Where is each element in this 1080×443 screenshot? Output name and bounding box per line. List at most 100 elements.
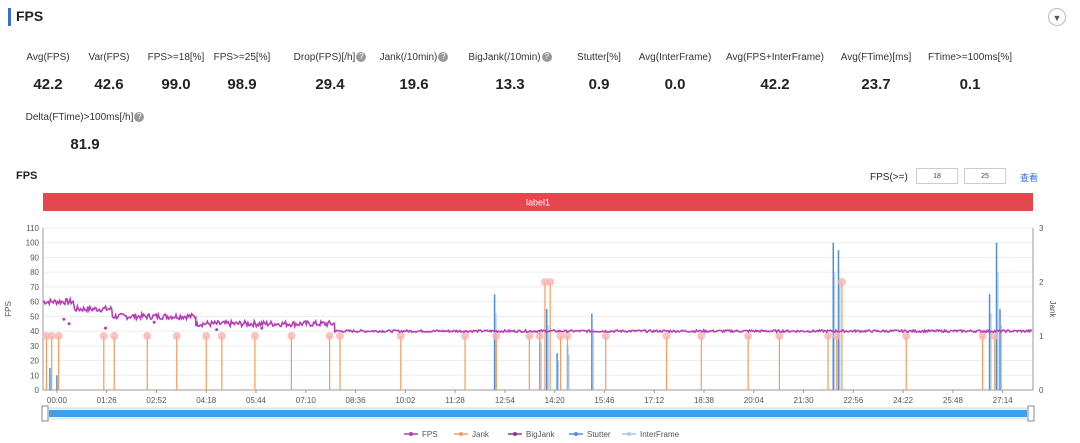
jank-marker (336, 332, 344, 340)
metric-label: Stutter[%] (577, 52, 621, 63)
jank-marker (837, 278, 846, 286)
metric-label: Jank(/10min)? (344, 52, 484, 63)
jank-marker (99, 332, 108, 340)
y-tick-label: 90 (30, 253, 39, 262)
jank-marker (978, 332, 987, 340)
x-tick-label: 27:14 (993, 396, 1014, 405)
metric-label: Avg(FPS) (26, 52, 70, 63)
jank-marker (662, 332, 671, 340)
metric-value: 42.2 (33, 76, 63, 93)
legend-dot (459, 432, 463, 436)
metric-label: Avg(InterFrame) (638, 52, 712, 63)
x-tick-label: 05:44 (246, 396, 267, 405)
help-icon[interactable]: ? (438, 52, 449, 63)
jank-marker (172, 332, 181, 340)
collapse-chevron-icon[interactable]: ▼ (1048, 8, 1066, 26)
metric-r2-0: Delta(FTime)>100ms[/h]? 81.9 (15, 112, 155, 153)
metric-value: 98.9 (227, 76, 257, 93)
x-tick-label: 18:38 (694, 396, 715, 405)
y-tick-label: 10 (30, 371, 39, 380)
fps-chart: label1 0 10 20 30 40 50 60 70 80 90 100 110 0 1 2 3 FPS Ja… (4, 193, 1057, 439)
y-tick-label: 70 (30, 283, 39, 292)
metric-value: 42.2 (760, 76, 790, 93)
jank-marker (47, 332, 56, 340)
fps-point (152, 320, 156, 324)
x-tick-label: 14:20 (545, 396, 566, 405)
y2-tick-label: 1 (1039, 332, 1044, 341)
metric-value: 42.6 (94, 76, 124, 93)
legend-label: Stutter (587, 430, 611, 439)
jank-marker (832, 332, 841, 340)
apply-threshold-button[interactable]: 查看 (1020, 173, 1039, 183)
metric-label: FTime>=100ms[%] (927, 52, 1013, 63)
metric-value: 0.9 (588, 76, 610, 93)
y-tick-label: 0 (35, 386, 40, 395)
fps-threshold-label: FPS(>=) (870, 172, 908, 183)
jank-marker (902, 332, 911, 340)
range-slider-handle-right (1027, 405, 1035, 422)
metric-value: 0.0 (664, 76, 686, 93)
y2-tick-label: 0 (1039, 386, 1044, 395)
metric-r1-9: Avg(FPS+InterFrame) 42.2 (705, 52, 845, 93)
jank-marker (744, 332, 753, 340)
metric-value: 81.9 (70, 136, 100, 153)
jank-marker (492, 332, 501, 340)
x-tick-label: 04:18 (196, 396, 217, 405)
jank-marker (110, 332, 119, 340)
metric-value: 99.0 (161, 76, 191, 93)
metric-value: 23.7 (861, 76, 891, 93)
legend-dot (627, 432, 631, 436)
metric-value: 29.4 (315, 76, 345, 93)
metric-r1-1: Var(FPS) 42.6 (39, 52, 179, 93)
metric-value: 19.6 (399, 76, 429, 93)
jank-marker (697, 332, 706, 340)
y-tick-label: 20 (30, 357, 39, 366)
jank-marker (202, 332, 211, 340)
fps-point (62, 317, 66, 321)
legend-dot (409, 432, 413, 436)
fps-threshold-input-2[interactable] (964, 168, 1006, 184)
metric-r1-10: Avg(FTime)[ms] 23.7 (806, 52, 946, 93)
jank-marker (535, 332, 544, 340)
fps-series-line (42, 296, 1033, 334)
help-icon[interactable]: ? (541, 52, 552, 63)
metric-label: Delta(FTime)>100ms[/h]? (15, 112, 155, 123)
metric-label: Drop(FPS)[/h]? (260, 52, 400, 63)
metric-r1-11: FTime>=100ms[%] 0.1 (900, 52, 1040, 93)
legend-dot (513, 432, 517, 436)
fps-point (260, 326, 264, 330)
help-icon[interactable]: ? (356, 52, 367, 63)
jank-marker (143, 332, 152, 340)
y-tick-label: 100 (26, 239, 40, 248)
jank-marker (325, 332, 334, 340)
x-tick-label: 02:52 (146, 396, 167, 405)
metric-r1-8: Avg(InterFrame) 0.0 (605, 52, 745, 93)
jank-marker (990, 332, 999, 340)
fps-point (67, 322, 71, 326)
metric-label: Avg(FTime)[ms] (840, 52, 912, 63)
jank-marker (217, 332, 226, 340)
x-tick-label: 08:36 (346, 396, 367, 405)
legend-label: BigJank (526, 430, 555, 439)
chart-title: FPS (16, 170, 38, 182)
fps-point (215, 328, 219, 332)
fps-threshold-input-1[interactable] (916, 168, 958, 184)
range-slider-handle-left (41, 405, 49, 422)
jank-marker (824, 332, 833, 340)
label-band (43, 193, 1033, 211)
fps-point (104, 326, 108, 330)
x-tick-label: 01:26 (97, 396, 118, 405)
range-slider-fill (49, 410, 1027, 417)
jank-marker (54, 332, 63, 340)
section-accent-bar (8, 8, 11, 26)
x-tick-label: 21:30 (794, 396, 815, 405)
x-tick-label: 12:54 (495, 396, 516, 405)
jank-marker (525, 332, 534, 340)
y-tick-label: 30 (30, 342, 39, 351)
help-icon[interactable]: ? (134, 112, 145, 123)
metric-r1-0: Avg(FPS) 42.2 (0, 52, 118, 93)
x-tick-label: 11:28 (445, 396, 465, 405)
y2-axis-label: Jank (1048, 301, 1057, 319)
metric-label: FPS>=25[%] (213, 52, 271, 63)
y2-tick-label: 3 (1039, 224, 1044, 233)
